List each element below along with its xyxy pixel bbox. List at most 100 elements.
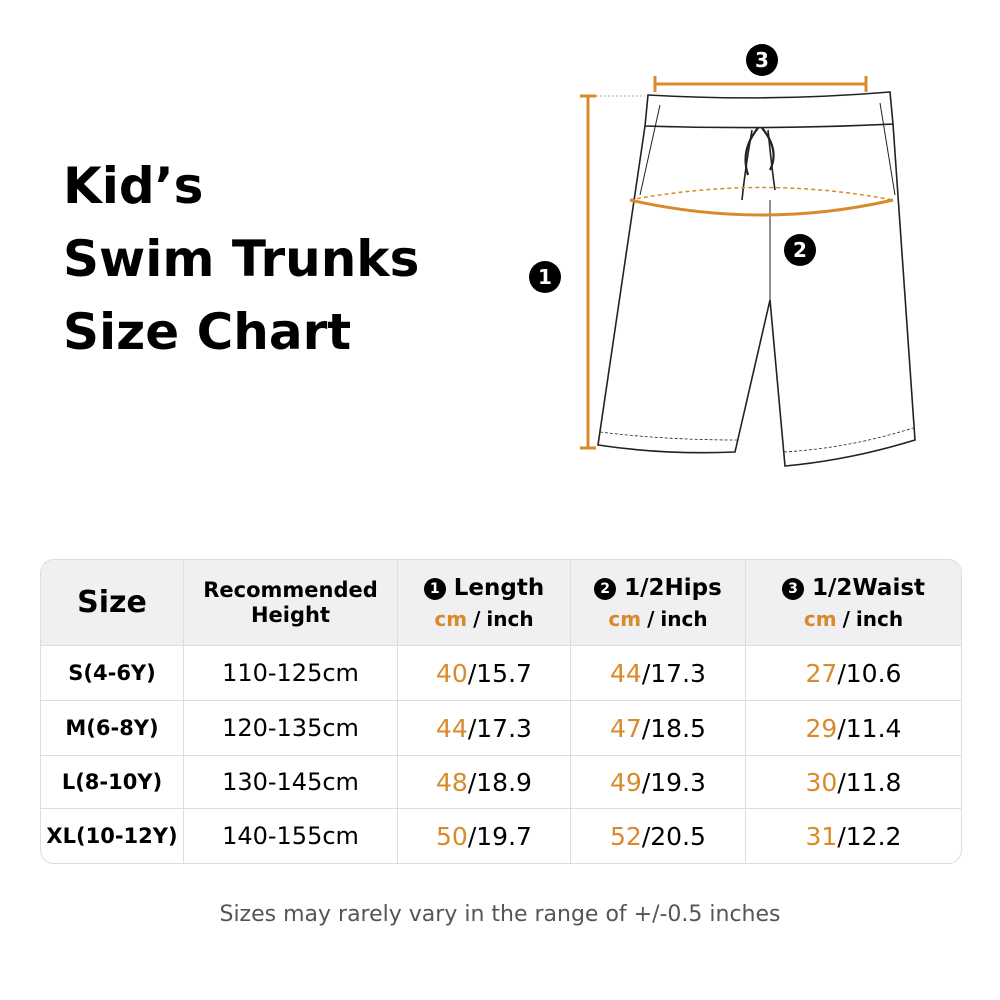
cm-value: 31 [805,821,838,851]
unit-inch: inch [660,606,708,631]
cm-value: 48 [436,767,468,797]
table-cell: 40/15.7 [398,646,571,701]
unit-cm: cm [434,606,468,631]
marker-circle [784,234,816,266]
shorts-diagram: 1 2 3 [529,44,916,467]
header-units: cm / inch [434,607,533,631]
value-separator: / [837,821,846,851]
height-value: 110-125cm [222,659,359,687]
unit-cm: cm [803,606,837,631]
size-label: S(4-6Y) [68,661,156,685]
inch-value: 11.4 [845,713,902,743]
value-separator: / [641,821,651,851]
size-table: Size Recommended Height 1 Length cm / inch 2 1/2… [40,559,962,864]
value-separator: / [837,767,846,797]
inch-value: 19.7 [476,821,532,851]
inch-value: 17.3 [650,658,706,688]
table-cell: 120-135cm [184,701,398,756]
header-text: Size [77,585,147,620]
value-separator: / [641,713,651,743]
header-line: 3 1/2Waist [781,574,926,601]
header-text: 1/2Waist [811,574,926,601]
table-cell: 30/11.8 [746,756,961,809]
height-value: 130-145cm [222,768,359,796]
header-marker: 2 [594,577,617,600]
table-cell: 44/17.3 [571,646,746,701]
table-cell: 31/12.2 [746,809,961,863]
height-value: 120-135cm [222,714,359,742]
value-separator: / [837,658,846,688]
inch-value: 10.6 [845,658,902,688]
title-line: Kid’s [63,157,204,215]
value-separator: / [641,658,651,688]
header-line: 2 1/2Hips [594,575,722,601]
cm-value: 30 [805,767,838,797]
height-value: 140-155cm [222,822,359,850]
table-cell: 3 1/2Waist cm / inch [746,560,961,646]
cm-value: 44 [610,658,642,688]
table-cell: S(4-6Y) [41,646,184,701]
header-marker: 1 [423,577,446,600]
inch-value: 12.2 [845,821,902,851]
inch-value: 20.5 [650,821,706,851]
cm-value: 29 [805,713,838,743]
unit-inch: inch [486,606,534,631]
inch-value: 19.3 [650,767,706,797]
value-separator: / [837,713,846,743]
value-separator: / [467,821,477,851]
cm-value: 27 [805,658,838,688]
table-cell: 44/17.3 [398,701,571,756]
unit-separator: / [647,606,655,631]
marker-number: 2 [793,238,807,262]
header-text: 1/2Hips [624,574,722,601]
unit-separator: / [473,606,481,631]
header-line: 1 Length [423,574,545,601]
footnote: Sizes may rarely vary in the range of +/… [219,902,781,927]
table-cell: 140-155cm [184,809,398,863]
header-marker: 3 [781,577,804,600]
table-cell: 47/18.5 [571,701,746,756]
table-cell: 130-145cm [184,756,398,809]
table-cell: 52/20.5 [571,809,746,863]
table-cell: Recommended Height [184,560,398,646]
value-separator: / [467,767,477,797]
title-line: Swim Trunks [63,230,420,288]
table-cell: 48/18.9 [398,756,571,809]
table-cell: 29/11.4 [746,701,961,756]
value-separator: / [467,713,477,743]
inch-value: 11.8 [845,767,902,797]
marker-circle [746,44,778,76]
marker-number: 3 [755,48,769,72]
header-text: Recommended Height [203,577,378,627]
cm-value: 52 [610,821,642,851]
header-text: Length [453,574,545,601]
title: Kid’s Swim Trunks Size Chart [63,150,419,369]
table-cell: Size [41,560,184,646]
header-units: cm / inch [608,607,707,631]
inch-value: 15.7 [476,658,532,688]
table-cell: 49/19.3 [571,756,746,809]
value-separator: / [641,767,651,797]
inch-value: 18.5 [650,713,706,743]
cm-value: 50 [436,821,468,851]
cm-value: 40 [436,658,468,688]
cm-value: 47 [610,713,642,743]
table-cell: L(8-10Y) [41,756,184,809]
shorts-outline [597,91,916,467]
title-line: Size Chart [63,303,352,361]
table-cell: 27/10.6 [746,646,961,701]
value-separator: / [467,658,477,688]
table-cell: 50/19.7 [398,809,571,863]
inch-value: 17.3 [476,713,532,743]
header-units: cm / inch [804,607,903,631]
measure-lines [580,76,894,450]
size-label: XL(10-12Y) [46,824,178,848]
size-label: M(6-8Y) [65,716,159,740]
table-cell: 2 1/2Hips cm / inch [571,560,746,646]
inch-value: 18.9 [476,767,532,797]
cm-value: 44 [436,713,468,743]
marker-number: 1 [538,265,552,289]
marker-circle [529,261,561,293]
table-cell: 110-125cm [184,646,398,701]
